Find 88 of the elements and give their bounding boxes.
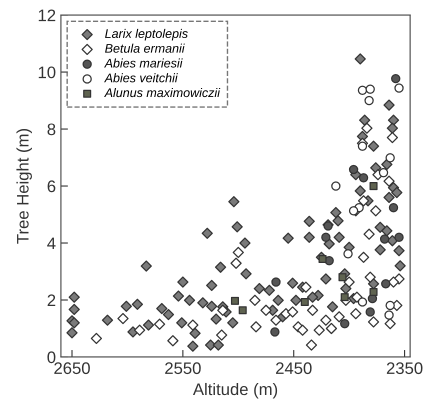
point <box>250 321 262 332</box>
point <box>370 182 378 190</box>
legend-label: Larix leptolepis <box>105 28 188 40</box>
point <box>230 258 242 269</box>
point <box>249 294 261 306</box>
point <box>334 311 345 322</box>
point <box>271 277 281 287</box>
point <box>380 234 390 244</box>
x-tick-label: 2350 <box>386 362 422 374</box>
point <box>238 306 247 314</box>
x-axis-title: Altitude (m) <box>192 382 278 398</box>
point <box>90 332 102 344</box>
y-tick-label: 8 <box>48 123 56 136</box>
point <box>306 339 318 351</box>
legend-label: Abies mariesii <box>104 58 183 68</box>
point <box>232 246 244 258</box>
point <box>351 292 363 303</box>
point <box>385 153 395 163</box>
y-tick-label: 0 <box>47 351 56 364</box>
point <box>358 141 368 151</box>
point <box>340 293 349 302</box>
point <box>388 203 398 212</box>
point <box>338 273 347 282</box>
y-tick-label: 2 <box>48 294 56 306</box>
point <box>385 300 395 310</box>
y-axis-title: Tree Height (m) <box>16 129 32 244</box>
legend-label: Alunus maximowiczii <box>104 88 220 98</box>
point <box>340 318 350 328</box>
point <box>370 205 382 216</box>
point <box>384 310 394 320</box>
point <box>318 254 327 263</box>
point <box>364 96 374 106</box>
point <box>366 84 375 94</box>
point <box>366 307 375 317</box>
point <box>230 296 239 305</box>
point <box>154 318 166 330</box>
point <box>381 279 390 288</box>
point <box>394 232 404 242</box>
y-tick-label: 6 <box>48 180 56 192</box>
x-tick-label: 2550 <box>165 362 201 374</box>
y-tick-label: 10 <box>38 66 56 78</box>
point <box>320 314 332 326</box>
point <box>394 83 404 93</box>
point <box>286 306 298 318</box>
point <box>331 181 341 191</box>
point <box>343 249 353 259</box>
point <box>217 304 228 316</box>
legend-label: Abies veitchii <box>104 73 178 82</box>
y-tick-label: 12 <box>38 9 56 22</box>
legend-label: Betula ermanii <box>105 44 185 53</box>
point <box>270 314 282 326</box>
point <box>321 232 331 242</box>
point <box>378 168 388 178</box>
point <box>363 228 375 240</box>
point <box>296 324 308 336</box>
point <box>167 335 179 346</box>
point <box>314 324 325 336</box>
point <box>358 86 368 95</box>
point <box>364 272 376 283</box>
point <box>348 164 358 174</box>
point <box>368 316 380 328</box>
point <box>384 318 396 330</box>
y-tick-label: 4 <box>47 238 56 250</box>
point <box>344 276 355 288</box>
x-tick-label: 2650 <box>54 362 90 374</box>
point <box>358 173 368 182</box>
point <box>358 195 370 206</box>
point <box>306 304 318 316</box>
point <box>358 297 368 307</box>
point <box>134 324 146 336</box>
point <box>391 74 400 84</box>
point <box>117 312 129 324</box>
point <box>260 304 272 316</box>
x-tick-label: 2450 <box>276 362 312 374</box>
point <box>370 288 378 296</box>
point <box>216 329 228 341</box>
point <box>326 322 338 334</box>
point <box>300 282 312 293</box>
point <box>388 276 400 288</box>
point <box>358 252 370 263</box>
point <box>361 122 373 134</box>
point <box>187 319 198 331</box>
point <box>350 308 362 320</box>
point <box>348 206 358 216</box>
point <box>300 298 309 306</box>
point <box>270 327 280 337</box>
point <box>386 132 398 144</box>
point <box>383 176 395 187</box>
